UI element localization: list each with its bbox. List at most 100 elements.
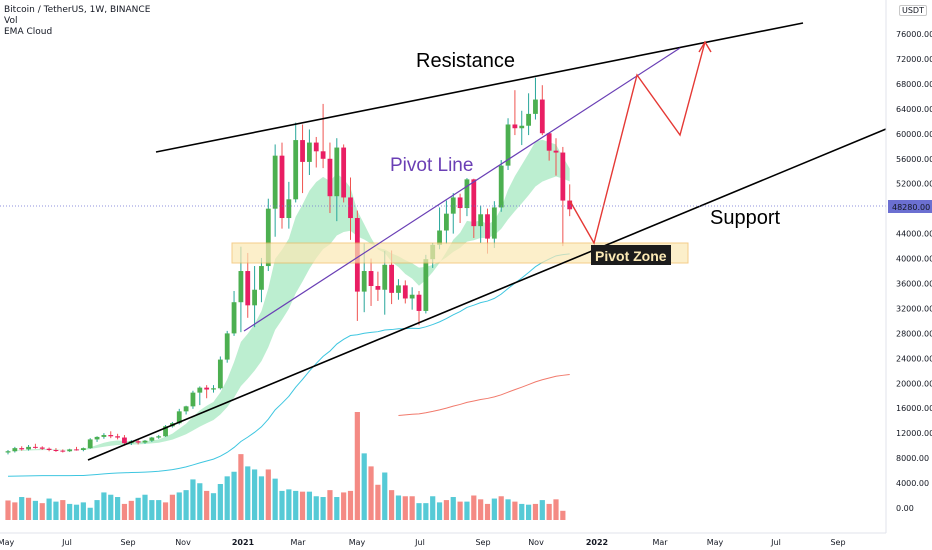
volume-bar	[217, 484, 223, 520]
candle-body	[471, 179, 477, 227]
y-tick-label: 72000.00	[896, 55, 932, 64]
volume-bar	[156, 500, 162, 520]
candle-body	[238, 271, 244, 303]
volume-bar	[149, 500, 155, 520]
volume-bar	[94, 500, 100, 520]
y-tick-label: 12000.00	[896, 429, 932, 438]
y-tick-label: 32000.00	[896, 304, 932, 313]
volume-bar	[12, 502, 18, 520]
candle-body	[526, 113, 531, 126]
candle-body	[156, 436, 162, 438]
current-price-badge	[888, 200, 932, 213]
volume-bars	[5, 412, 566, 520]
candle-body	[567, 200, 573, 210]
y-tick-label: 76000.00	[896, 30, 932, 39]
ema-cloud-indicator-label[interactable]: EMA Cloud	[4, 27, 53, 37]
candle-body	[87, 439, 93, 449]
candle-body	[402, 285, 408, 299]
projection-arrowhead	[698, 40, 712, 53]
currency-button[interactable]: USDT	[899, 5, 927, 16]
pivot-line-label: Pivot Line	[390, 155, 473, 176]
ema-cloud	[7, 139, 570, 477]
volume-bar	[60, 500, 66, 520]
candle-body	[553, 150, 559, 153]
volume-bar	[389, 490, 395, 520]
x-tick-label: 2022	[586, 538, 608, 547]
pivot-zone-label-box	[591, 245, 671, 265]
candle-body	[464, 179, 470, 209]
candle-body	[498, 165, 504, 208]
y-tick-label: 20000.00	[896, 379, 932, 388]
volume-bar	[46, 498, 52, 520]
y-tick-label: 8000.00	[896, 454, 929, 463]
candle-body	[300, 140, 305, 162]
volume-bar	[347, 490, 354, 520]
volume-bar	[272, 478, 278, 520]
volume-bar	[478, 499, 484, 520]
support-trendline	[87, 128, 887, 461]
candle-body	[94, 436, 100, 440]
candle-body	[224, 333, 230, 360]
volume-bar	[306, 491, 312, 520]
volume-bar	[354, 412, 360, 520]
pivot-trendline	[243, 47, 681, 332]
candle-body	[416, 294, 422, 311]
candle-body	[26, 446, 31, 450]
volume-indicator-label[interactable]: Vol	[4, 16, 18, 26]
x-tick-label: Jul	[61, 538, 72, 547]
volume-bar	[101, 492, 107, 520]
projection-path	[569, 41, 706, 245]
candle-body	[519, 125, 525, 129]
volume-bar	[162, 502, 169, 520]
trendline-drawings	[0, 22, 887, 461]
volume-bar	[464, 501, 470, 520]
volume-bar	[519, 503, 525, 520]
candle-body	[539, 99, 545, 134]
candle-body	[33, 446, 38, 448]
candle-body	[341, 147, 347, 198]
candle-body	[142, 440, 148, 443]
candle-body	[286, 199, 292, 219]
volume-bar	[128, 500, 134, 520]
candle-body	[307, 142, 312, 162]
candle-body	[293, 140, 299, 200]
candle-body	[368, 271, 374, 286]
ema-cloud-fill	[8, 139, 570, 452]
candle-body	[272, 155, 278, 209]
pivot-zone-label: Pivot Zone	[595, 248, 667, 264]
y-tick-label: 64000.00	[896, 105, 932, 114]
candle-body	[533, 99, 538, 114]
candle-body	[491, 207, 497, 239]
candle-body	[327, 158, 333, 197]
volume-bar	[279, 490, 285, 520]
y-tick-label: 44000.00	[896, 230, 932, 239]
candle-body	[60, 450, 66, 452]
candle-body	[313, 142, 319, 152]
candle-body	[389, 264, 394, 293]
volume-bar	[19, 497, 25, 520]
volume-bar	[395, 495, 402, 520]
x-tick-label: Sep	[120, 538, 135, 547]
y-tick-label: 36000.00	[896, 280, 932, 289]
volume-bar	[293, 490, 299, 520]
volume-bar	[121, 503, 128, 520]
y-tick-label: 68000.00	[896, 80, 932, 89]
candle-body	[108, 435, 114, 437]
volume-bar	[258, 476, 265, 520]
x-tick-label: Jul	[770, 538, 781, 547]
volume-bar	[169, 494, 175, 520]
volume-bar	[505, 499, 511, 520]
x-tick-label: Mar	[652, 538, 668, 547]
volume-bar	[286, 489, 292, 520]
chart-symbol-title[interactable]: Bitcoin / TetherUS, 1W, BINANCE	[4, 5, 151, 15]
volume-bar	[25, 497, 32, 520]
current-price-value: 48280.00	[892, 203, 930, 212]
y-tick-label: 24000.00	[896, 354, 932, 363]
volume-bar	[327, 490, 333, 520]
candle-body	[252, 289, 257, 306]
volume-bar	[197, 483, 203, 520]
candle-body	[115, 436, 120, 438]
candle-body	[245, 271, 251, 306]
volume-bar	[560, 510, 566, 520]
